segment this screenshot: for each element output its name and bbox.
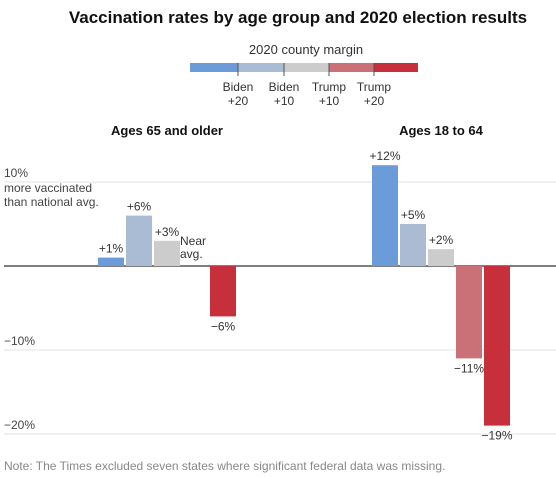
- near-avg-label-2: avg.: [180, 247, 203, 261]
- bar-panel2-4: [456, 266, 482, 359]
- data-label-panel1-5: −6%: [211, 319, 236, 333]
- legend-tick-label-1-a: Biden: [223, 80, 254, 94]
- data-label-panel1-2: +6%: [127, 200, 152, 214]
- near-avg-label-1: Near: [180, 234, 206, 248]
- legend-tick-label-1-b: +20: [228, 94, 249, 108]
- legend-swatch-5: [374, 63, 418, 72]
- chart-note: Note: The Times excluded seven states wh…: [4, 459, 445, 473]
- y-annotation-line-2: than national avg.: [4, 195, 99, 209]
- data-label-panel2-3: +2%: [429, 233, 454, 247]
- chart-title: Vaccination rates by age group and 2020 …: [69, 8, 527, 27]
- bar-panel1-3: [154, 240, 180, 266]
- legend-tick-label-4-a: Trump: [357, 80, 392, 94]
- legend-tick-label-2-a: Biden: [269, 80, 300, 94]
- legend-swatch-2: [238, 63, 284, 72]
- data-label-panel1-3: +3%: [155, 225, 180, 239]
- legend-tick-label-4-b: +20: [364, 94, 385, 108]
- chart-panels: Ages 65 and older+1%+6%+3%−6%Nearavg.Age…: [98, 123, 513, 443]
- data-label-panel2-4: −11%: [454, 361, 484, 375]
- bar-panel2-5: [484, 266, 510, 426]
- y-tick-label-1: 10%: [4, 166, 28, 180]
- y-annotation-line-1: more vaccinated: [4, 181, 92, 195]
- legend-tick-label-3-b: +10: [319, 94, 340, 108]
- bar-panel1-1: [98, 257, 124, 266]
- panel-title-2: Ages 18 to 64: [399, 123, 484, 138]
- bar-panel2-3: [428, 249, 454, 266]
- bar-panel1-2: [126, 215, 152, 266]
- y-tick-label-3: −10%: [4, 334, 35, 348]
- legend-swatch-1: [190, 63, 238, 72]
- panel-2: Ages 18 to 64 +12% +5%+2% −11% −19%: [369, 123, 512, 443]
- legend-swatch-3: [284, 63, 329, 72]
- bar-panel2-1: [372, 165, 398, 266]
- y-axis-ticks: 10% −10% −20%: [4, 166, 35, 432]
- y-tick-label-4: −20%: [4, 418, 35, 432]
- panel-title-1: Ages 65 and older: [111, 123, 223, 138]
- data-label-panel1-1: +1%: [99, 242, 124, 256]
- bar-panel1-5: [210, 266, 236, 317]
- legend-title: 2020 county margin: [249, 42, 363, 57]
- legend-color-bar: [190, 63, 418, 72]
- legend-swatch-4: [329, 63, 374, 72]
- data-label-panel2-1: +12%: [369, 149, 400, 163]
- bar-panel2-2: [400, 224, 426, 266]
- legend-tick-label-2-b: +10: [274, 94, 295, 108]
- legend-tick-label-3-a: Trump: [312, 80, 347, 94]
- data-label-panel2-2: +5%: [401, 208, 426, 222]
- data-label-panel2-5: −19%: [481, 429, 512, 443]
